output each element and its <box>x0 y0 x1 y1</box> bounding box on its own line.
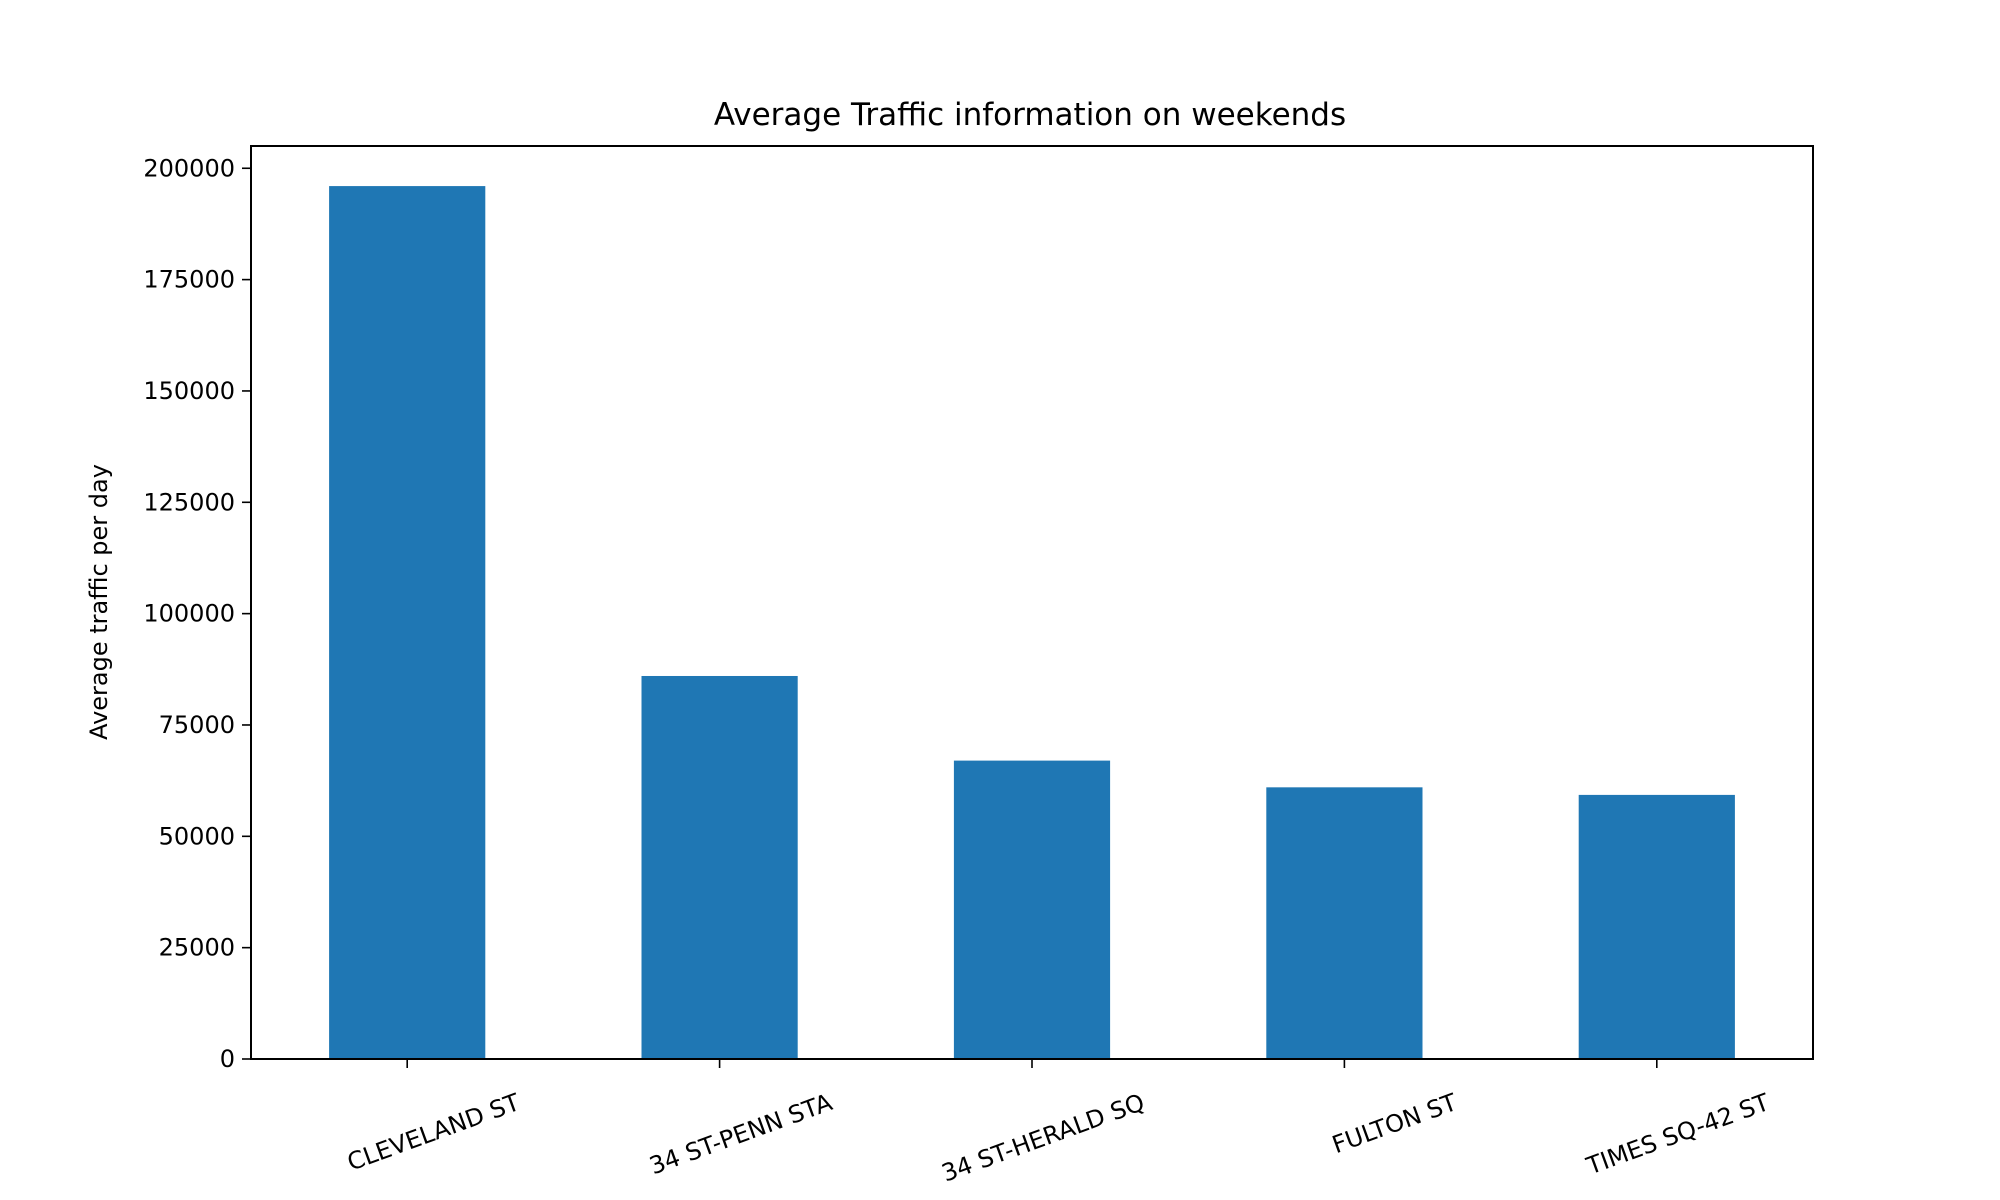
y-tick-label-3: 75000 <box>159 711 235 739</box>
y-tick-label-2: 50000 <box>159 822 235 850</box>
bar-2 <box>953 760 1111 1059</box>
bar-3 <box>1266 787 1423 1059</box>
x-tick-label-3: FULTON ST <box>1328 1088 1460 1159</box>
y-axis: 0 25000 50000 75000 100000 125000 150000 175000… <box>143 154 251 1073</box>
y-tick-label-5: 125000 <box>143 488 235 516</box>
y-axis-title: Average traffic per day <box>85 464 113 740</box>
chart-title: Average Traffic information on weekends <box>714 97 1346 133</box>
x-tick-label-1: 34 ST-PENN STA <box>646 1088 837 1180</box>
plot-frame <box>250 145 1814 1060</box>
y-tick-label-0: 0 <box>220 1045 235 1073</box>
y-tick-label-6: 150000 <box>143 377 235 405</box>
x-tick-label-0: CLEVELAND ST <box>344 1088 524 1176</box>
x-tick-label-2: 34 ST-HERALD SQ <box>938 1088 1148 1187</box>
x-axis: CLEVELAND ST 34 ST-PENN STA 34 ST-HERALD S… <box>344 1059 1773 1188</box>
bars-group <box>329 186 1735 1059</box>
y-tick-label-7: 175000 <box>143 266 235 294</box>
x-tick-label-4: TIMES SQ-42 ST <box>1582 1088 1773 1180</box>
y-tick-label-4: 100000 <box>143 600 235 628</box>
bar-4 <box>1578 794 1735 1059</box>
y-tick-label-1: 25000 <box>159 934 235 962</box>
bar-1 <box>641 675 798 1059</box>
y-tick-label-8: 200000 <box>143 154 235 182</box>
bar-0 <box>329 186 486 1059</box>
